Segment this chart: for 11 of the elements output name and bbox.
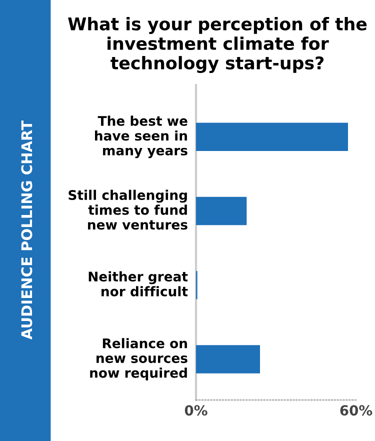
x-tick-label: 0% bbox=[184, 405, 208, 416]
bar bbox=[196, 122, 348, 151]
chart-title: What is your perception of the investment climate for technology start-ups? bbox=[68, 17, 367, 73]
y-tick-label: The best we have seen in many years bbox=[95, 116, 188, 158]
bar bbox=[196, 196, 247, 226]
text: AUDIENCE POLLING CHART bbox=[21, 120, 32, 340]
y-tick-label: Reliance on new sources now required bbox=[90, 338, 188, 380]
y-tick-label: Neither great nor difficult bbox=[88, 271, 188, 296]
bar bbox=[196, 345, 260, 374]
x-tick-label: 60% bbox=[340, 405, 372, 416]
y-tick-label: Still challenging times to fund new ventures bbox=[68, 190, 188, 230]
